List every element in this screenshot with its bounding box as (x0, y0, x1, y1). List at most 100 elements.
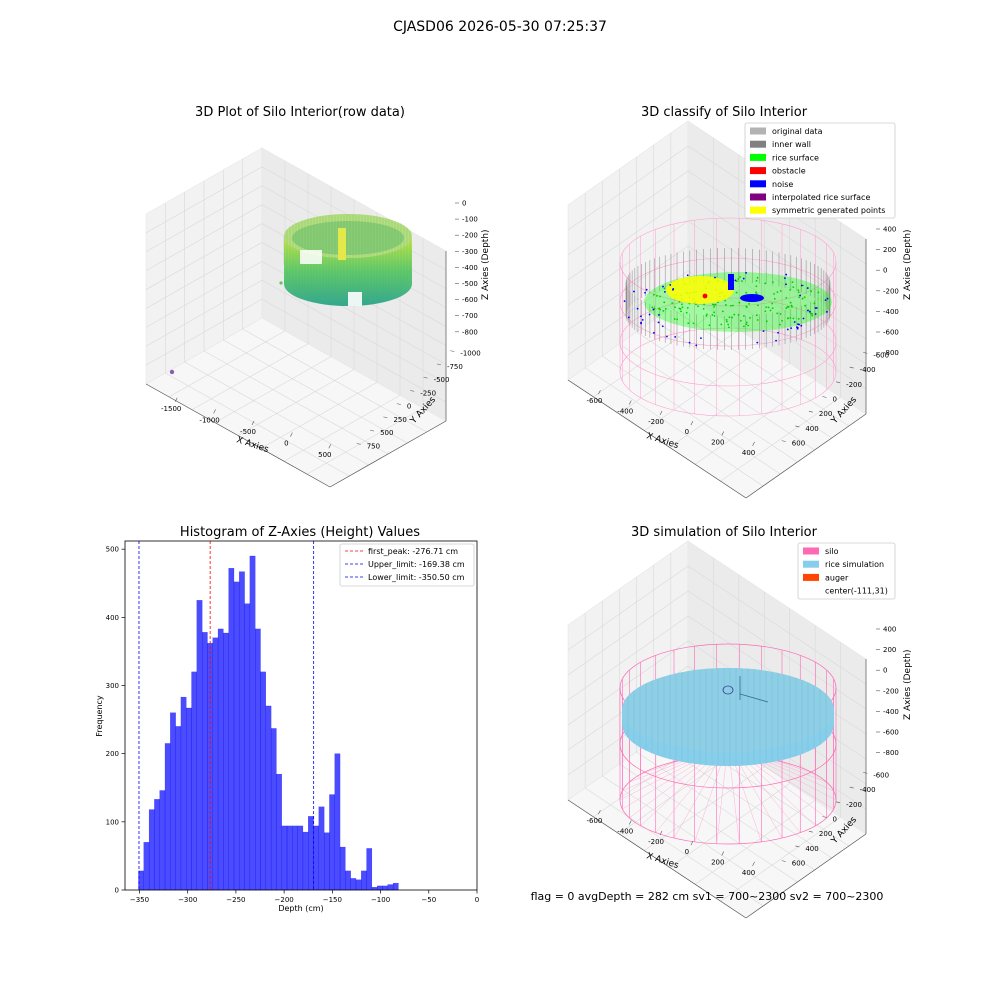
classify-rice-point (779, 290, 782, 292)
classify-noise-point (648, 313, 651, 316)
grid-line (602, 775, 781, 895)
classify-rice-point (755, 292, 758, 295)
raw-z-tick-label: 0 (462, 200, 466, 208)
classify-noise-cluster (728, 274, 734, 290)
raw-inner (292, 221, 404, 255)
classify-rice-point (747, 324, 750, 327)
classify-y-tick-label: 0 (833, 396, 837, 404)
raw-y-tick-mark (383, 416, 388, 419)
raw-y-tick-mark (356, 443, 361, 445)
classify-rice-point (791, 306, 793, 308)
simulation-legend-swatch (803, 560, 819, 568)
raw-obstacle (338, 228, 346, 260)
histogram-y-tick-label: 500 (106, 546, 119, 554)
simulation-legend-frame (797, 542, 896, 600)
classify-rice-point (720, 323, 723, 326)
grid-line (670, 307, 850, 427)
classify-rice-point (681, 306, 684, 309)
classify-noise-point (800, 324, 803, 327)
simulation-x-tick-mark (598, 810, 601, 815)
histogram-bar (318, 806, 325, 891)
histogram-bar (196, 600, 203, 891)
classify-noise-point (814, 313, 817, 315)
histogram-y-tick-label: 300 (106, 682, 119, 690)
simulation-y-tick-mark (795, 845, 800, 848)
histogram-bar (281, 825, 288, 891)
raw-y-tick-label: 250 (393, 416, 406, 424)
classify-y-tick-label: 400 (805, 425, 818, 433)
grid-line (567, 640, 689, 726)
classify-rice-point (706, 313, 708, 316)
histogram-bar (371, 887, 378, 891)
classify-x-tick-label: 400 (742, 449, 755, 457)
grid-line (567, 565, 689, 651)
histogram-bar (366, 848, 373, 891)
histogram-bar (377, 885, 383, 891)
classify-rice-point (764, 310, 767, 313)
classify-z-label: Z Axies (Depth) (903, 229, 913, 300)
classify-noise-point (796, 326, 799, 329)
classify-noise-cluster (740, 294, 764, 302)
classify-legend-swatch (750, 140, 766, 148)
raw-y-tick-mark (369, 429, 375, 432)
simulation-x-tick-mark (628, 820, 632, 825)
simulation-y-tick-label: 200 (819, 830, 832, 838)
histogram-legend-label: Upper_limit: -169.38 cm (368, 560, 465, 569)
grid-line (584, 367, 764, 487)
classify-z-tick-label: -200 (883, 287, 899, 295)
classify-legend-label: original data (772, 127, 823, 136)
classify-rice-point (708, 324, 711, 327)
grid-line (145, 166, 263, 234)
raw-y-tick-mark (436, 363, 442, 366)
histogram-bar (175, 726, 182, 891)
histogram-bar (223, 632, 229, 891)
classify-noise-point (641, 318, 644, 321)
axis-line (567, 379, 747, 499)
grid-line (694, 800, 816, 885)
classify-z-tick-label: 200 (883, 246, 896, 254)
classify-rice-point (663, 287, 666, 290)
histogram-bar (143, 842, 150, 891)
grid-line (687, 565, 867, 685)
classify-noise-point (652, 308, 655, 311)
axis-line (329, 420, 447, 488)
simulation-x-ticks: -600 -400 -200 0 200 400 (586, 810, 755, 877)
grid-line (694, 380, 816, 465)
grid-line (283, 394, 401, 462)
histogram-bar (329, 794, 335, 891)
classify-noise-point (662, 285, 664, 288)
classify-x-tick-mark (598, 390, 601, 395)
histogram-legend-label: Lower_limit: -350.50 cm (368, 573, 465, 582)
classify-rice-point (657, 307, 660, 310)
classify-rice-point (781, 319, 783, 322)
raw-3d-axes-box (145, 147, 447, 488)
classify-rice-point (779, 323, 781, 326)
classify-rice-point (773, 292, 775, 295)
classify-noise-point (806, 287, 809, 289)
classify-rice-point (678, 300, 681, 303)
status-line: flag = 0 avgDepth = 282 cm sv1 = 700~230… (531, 890, 884, 903)
simulation-y-tick-mark (822, 816, 827, 818)
histogram-bar (313, 825, 319, 891)
classify-silo-ring (619, 217, 837, 307)
raw-z-tick-label: -300 (462, 248, 478, 256)
simulation-z-tick-label: 200 (883, 646, 896, 654)
classify-y-tick-label: -200 (846, 381, 862, 389)
classify-rice-point (771, 302, 774, 305)
classify-rice-point (817, 291, 820, 294)
grid-line (567, 615, 689, 701)
classify-rice-point (680, 310, 682, 313)
classify-rice-point (745, 291, 748, 294)
classify-noise-point (745, 271, 747, 274)
simulation-center-marker (722, 685, 734, 695)
classify-noise-point (633, 290, 635, 293)
raw-z-tick-label: -600 (462, 296, 478, 304)
grid-line (636, 331, 815, 451)
grid-line (567, 590, 689, 676)
histogram-bar (323, 832, 330, 891)
classify-x-tick-label: -200 (648, 418, 664, 426)
classify-noise-point (657, 321, 660, 324)
simulation-y-tick-label: -200 (846, 801, 862, 809)
grid-line (687, 590, 867, 710)
simulation-legend-label: center(-111,31) (825, 587, 888, 596)
